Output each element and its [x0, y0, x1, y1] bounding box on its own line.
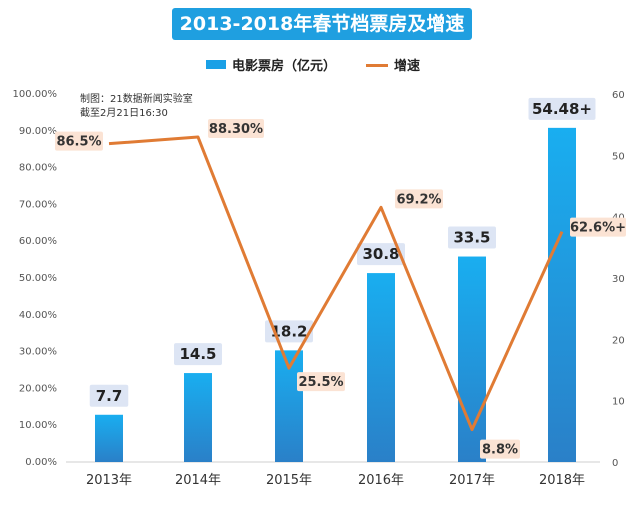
x-axis-tick-label: 2015年 [266, 473, 312, 488]
growth-value-label: 86.5% [56, 135, 101, 150]
x-axis-tick-label: 2016年 [358, 473, 404, 488]
left-axis-tick-label: 70.00% [19, 199, 57, 210]
growth-line-series: 86.5% 88.30% 25.5% 69.2% 8.8% 62.6%+ [55, 119, 626, 459]
chart-title-box: 2013-2018年春节档票房及增速 [172, 8, 472, 40]
bar-value-label: 18.2 [270, 322, 307, 340]
left-axis-tick-label: 10.00% [19, 420, 57, 431]
growth-value-label: 8.8% [482, 443, 518, 458]
x-axis-tick-label: 2017年 [449, 473, 495, 488]
left-axis-tick-label: 80.00% [19, 163, 57, 174]
left-axis-tick-label: 30.00% [19, 347, 57, 358]
bar-series: 7.7 14.5 18.2 30.8 33.5 54.48+ [89, 97, 596, 462]
right-axis-tick-label: 20 [612, 335, 625, 346]
source-note-line-2: 截至2月21日16:30 [80, 108, 168, 119]
growth-value-label-box [480, 439, 520, 459]
left-axis-tick-label: 20.00% [19, 383, 57, 394]
bar-value-label-box [357, 243, 405, 266]
legend-line-label: 增速 [394, 59, 421, 74]
right-axis-tick-label: 0 [612, 458, 618, 469]
growth-value-label-box [395, 189, 443, 209]
left-axis: 0.00% 10.00% 20.00% 30.00% 40.00% 50.00% 60.00… [13, 89, 58, 468]
bar-value-label: 14.5 [179, 345, 216, 363]
left-axis-tick-label: 100.00% [13, 89, 58, 100]
left-axis-tick-label: 90.00% [19, 126, 57, 137]
growth-value-label: 62.6%+ [570, 221, 626, 236]
bar [548, 127, 576, 462]
x-axis-tick-label: 2014年 [175, 473, 221, 488]
right-axis-tick-label: 10 [612, 397, 625, 408]
bar-value-label-box [174, 343, 222, 366]
chart-title: 2013-2018年春节档票房及增速 [179, 13, 465, 35]
legend-bar-label: 电影票房（亿元） [232, 59, 337, 74]
bar [275, 350, 303, 462]
legend-line-swatch [366, 64, 388, 67]
x-axis-tick-label: 2013年 [86, 473, 132, 488]
growth-value-label-box [55, 131, 103, 151]
right-axis-tick-label: 60 [612, 90, 625, 101]
bar-value-label-box [89, 384, 129, 407]
growth-value-label: 88.30% [209, 122, 263, 137]
bar-value-label: 7.7 [96, 387, 123, 405]
source-note: 制图：21数据新闻实验室 截至2月21日16:30 [80, 93, 193, 121]
source-note-line-1: 制图：21数据新闻实验室 [80, 94, 193, 105]
bar-value-label: 30.8 [362, 245, 399, 263]
growth-value-label-box [570, 217, 626, 237]
left-axis-tick-label: 40.00% [19, 310, 57, 321]
bar-value-label: 54.48+ [532, 100, 592, 118]
bar [184, 373, 212, 462]
legend-bar-swatch [206, 60, 226, 69]
right-axis-tick-label: 40 [612, 213, 625, 224]
x-axis-tick-label: 2018年 [539, 473, 585, 488]
right-axis-tick-label: 30 [612, 274, 625, 285]
growth-value-label-box [297, 372, 345, 392]
bar-value-label-box [448, 226, 496, 249]
bar [458, 256, 486, 462]
growth-value-label: 25.5% [298, 375, 343, 390]
left-axis-tick-label: 50.00% [19, 273, 57, 284]
right-axis-tick-label: 50 [612, 151, 625, 162]
bar-value-label-box [528, 97, 596, 120]
bar [367, 273, 395, 462]
bar-value-label: 33.5 [453, 229, 490, 247]
growth-line [108, 135, 564, 432]
right-axis: 0 10 20 30 40 50 60 [612, 90, 625, 469]
bar-value-label-box [265, 320, 313, 343]
left-axis-tick-label: 0.00% [25, 457, 57, 468]
growth-value-label: 69.2% [396, 192, 441, 207]
x-axis: 2013年 2014年 2015年 2016年 2017年 2018年 [86, 473, 585, 488]
growth-value-label-box [208, 119, 264, 139]
left-axis-tick-label: 60.00% [19, 236, 57, 247]
bar [95, 414, 123, 462]
